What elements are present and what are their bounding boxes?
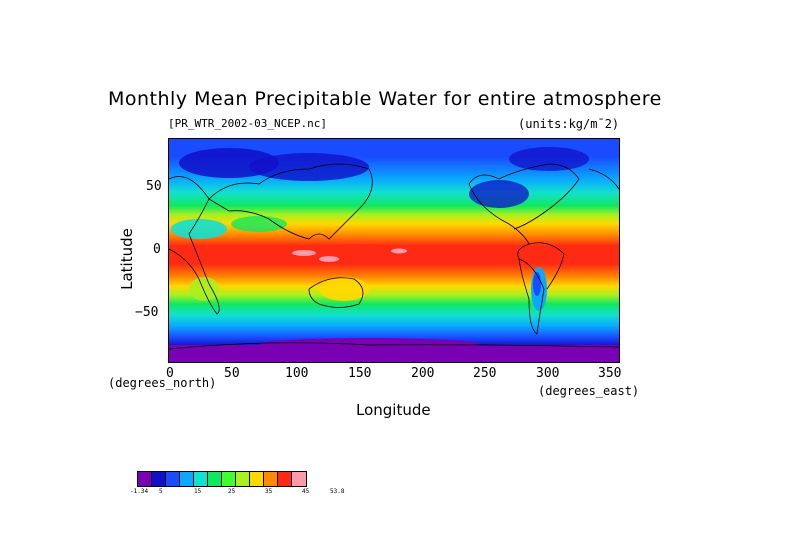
map-plot-area (168, 138, 620, 363)
colorbar-swatch (180, 472, 194, 486)
x-axis-label: Longitude (356, 401, 431, 419)
y-axis-label: Latitude (117, 228, 136, 290)
xtick-label-300: 300 (536, 366, 560, 381)
colorbar-label: 45 (302, 488, 310, 495)
colorbar-swatch (166, 472, 180, 486)
colorbar-swatch (292, 472, 306, 486)
dataset-filename: [PR_WTR_2002-03_NCEP.nc] (168, 117, 327, 130)
x-axis-units: (degrees_east) (538, 384, 640, 398)
colorbar-swatch (222, 472, 236, 486)
chart-title: Monthly Mean Precipitable Water for enti… (108, 88, 662, 110)
xtick-label-150: 150 (348, 366, 372, 381)
ytick-label-minus50: −50 (135, 305, 159, 320)
colorbar-swatch (236, 472, 250, 486)
xtick-label-50: 50 (224, 366, 240, 381)
coastlines (169, 163, 619, 350)
y-axis-units: (degrees_north) (108, 376, 217, 390)
units-label: (units:kg/m¯2) (518, 117, 620, 131)
colorbar-swatch (278, 472, 292, 486)
colorbar-swatch (208, 472, 222, 486)
ytick-label-0: 0 (153, 242, 161, 257)
ytick-label-50: 50 (146, 179, 162, 194)
colorbar-label: 25 (228, 488, 236, 495)
colorbar-swatch (152, 472, 166, 486)
xtick-label-350: 350 (598, 366, 622, 381)
xtick-label-0: 0 (166, 366, 174, 381)
xtick-label-250: 250 (473, 366, 497, 381)
regional-features (169, 147, 619, 362)
colorbar-label: 5 (159, 488, 163, 495)
colorbar-swatch (138, 472, 152, 486)
xtick-label-200: 200 (411, 366, 435, 381)
precipitable-water-map (169, 139, 619, 362)
colorbar-swatch (250, 472, 264, 486)
colorbar-label: -1.34 (130, 488, 149, 495)
colorbar-label: 35 (265, 488, 273, 495)
xtick-label-100: 100 (285, 366, 309, 381)
colorbar-swatch (264, 472, 278, 486)
colorbar (137, 471, 307, 487)
colorbar-label: 53.8 (330, 488, 345, 495)
colorbar-swatch (194, 472, 208, 486)
colorbar-label: 15 (194, 488, 202, 495)
